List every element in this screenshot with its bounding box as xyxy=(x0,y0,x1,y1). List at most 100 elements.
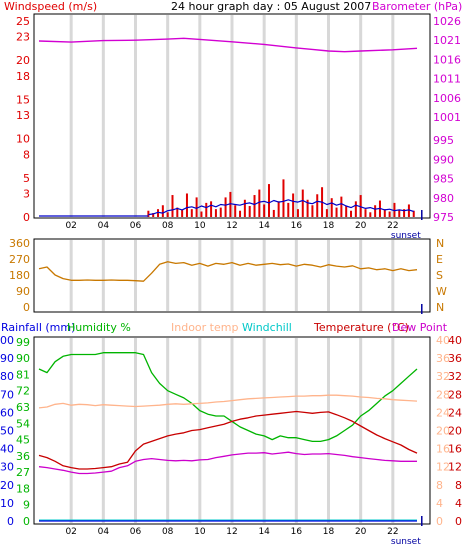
direction-tick-label: 360 xyxy=(9,237,30,250)
humidity-tick-label: 54 xyxy=(16,417,30,430)
windspeed-bar xyxy=(364,209,367,217)
windspeed-bar xyxy=(190,209,193,217)
barometer-tick-label: 995 xyxy=(433,134,454,147)
windspeed-tick-label: 23 xyxy=(16,31,30,44)
windspeed-bar xyxy=(195,197,198,217)
humidity-legend-label: Humidity % xyxy=(67,321,131,334)
windspeed-bar xyxy=(412,210,415,217)
windspeed-bar xyxy=(311,205,314,217)
indoor-temp-legend-label: Indoor temp xyxy=(171,321,238,334)
windspeed-bar xyxy=(272,209,275,217)
temperature-tick-label: 8 xyxy=(455,479,462,492)
windspeed-bar xyxy=(306,199,309,217)
windspeed-bar xyxy=(354,201,357,217)
wind-direction-line xyxy=(38,261,418,282)
windspeed-tick-label: 18 xyxy=(16,70,30,83)
compass-label: S xyxy=(436,269,443,282)
x-tick-label: 08 xyxy=(162,527,174,537)
windspeed-bar xyxy=(388,211,391,217)
humidity-tick-label: 0 xyxy=(23,515,30,528)
windspeed-tick-label: 25 xyxy=(16,15,30,28)
windspeed-bar xyxy=(161,205,164,217)
dew-point-legend-label: Dew Point xyxy=(392,321,448,334)
x-tick-label: 08 xyxy=(162,221,174,231)
barometer-tick-label: 1021 xyxy=(433,34,461,47)
humidity-tick-label: 27 xyxy=(16,466,30,479)
x-tick-label: 18 xyxy=(323,527,335,537)
x-tick-label: 02 xyxy=(65,527,76,537)
humidity-tick-label: 99 xyxy=(16,336,30,349)
windspeed-bar xyxy=(282,179,285,217)
x-tick-label: 10 xyxy=(194,527,206,537)
temperature-tick-label: 40 xyxy=(448,334,462,347)
barometer-tick-label: 990 xyxy=(433,153,454,166)
indoor-temp-line xyxy=(38,394,418,409)
x-tick-label: 14 xyxy=(258,221,270,231)
windspeed-bar xyxy=(393,202,396,217)
x-tick-label: 12 xyxy=(226,527,237,537)
indoor-temp-tick-label: 40 xyxy=(436,334,450,347)
barometer-tick-label: 1001 xyxy=(433,111,461,124)
barometer-tick-label: 985 xyxy=(433,173,454,186)
indoor-temp-tick-label: 0 xyxy=(436,515,443,528)
humidity-tick-label: 72 xyxy=(16,385,30,398)
x-tick-label: 16 xyxy=(291,221,303,231)
indoor-temp-tick-label: 8 xyxy=(436,479,443,492)
windspeed-bar xyxy=(205,202,208,217)
windspeed-bar xyxy=(258,189,261,217)
temperature-tick-label: 0 xyxy=(455,515,462,528)
windspeed-tick-label: 10 xyxy=(16,133,30,146)
windspeed-bar xyxy=(200,211,203,217)
temperature-tick-label: 16 xyxy=(448,443,462,456)
barometer-tick-label: 1011 xyxy=(433,73,461,86)
indoor-temp-tick-label: 20 xyxy=(436,425,450,438)
windspeed-bar xyxy=(253,195,256,217)
indoor-temp-tick-label: 36 xyxy=(436,352,450,365)
windspeed-bar xyxy=(157,209,160,217)
windchill-legend-label: Windchill xyxy=(242,321,292,334)
x-tick-label: 20 xyxy=(355,527,367,537)
windspeed-bar xyxy=(407,204,410,217)
barometer-tick-label: 1006 xyxy=(433,92,461,105)
barometer-tick-label: 980 xyxy=(433,192,454,205)
direction-tick-label: 270 xyxy=(9,253,30,266)
rainfall-tick-label: 10 xyxy=(0,497,14,510)
rainfall-tick-label: 90 xyxy=(0,352,14,365)
rainfall-tick-label: 80 xyxy=(0,370,14,383)
compass-label: E xyxy=(436,253,443,266)
windspeed-bar xyxy=(292,193,295,217)
windspeed-bar xyxy=(171,195,174,217)
temperature-tick-label: 28 xyxy=(448,388,462,401)
windspeed-bar xyxy=(185,193,188,217)
windspeed-tick-label: 8 xyxy=(23,148,30,161)
windspeed-bar xyxy=(166,212,169,217)
humidity-tick-label: 45 xyxy=(16,434,30,447)
windspeed-tick-label: 3 xyxy=(23,187,30,200)
rainfall-tick-label: 0 xyxy=(7,515,14,528)
windspeed-tick-label: 0 xyxy=(23,211,30,224)
temperature-tick-label: 32 xyxy=(448,370,462,383)
windspeed-tick-label: 20 xyxy=(16,54,30,67)
x-tick-label: 16 xyxy=(291,527,303,537)
barometer-tick-label: 975 xyxy=(433,211,454,224)
windspeed-bar xyxy=(181,209,184,217)
temperature-tick-label: 4 xyxy=(455,497,462,510)
windspeed-bar xyxy=(267,184,270,217)
windspeed-bar xyxy=(152,213,155,217)
windspeed-bar xyxy=(287,202,290,217)
windspeed-bar xyxy=(214,209,217,217)
rainfall-tick-label: 40 xyxy=(0,443,14,456)
windspeed-bar xyxy=(229,191,232,217)
windspeed-bar xyxy=(369,212,372,217)
x-tick-label: 06 xyxy=(130,527,142,537)
windspeed-bar xyxy=(398,209,401,217)
x-tick-label: 04 xyxy=(98,527,110,537)
windspeed-bar xyxy=(219,207,222,217)
compass-label: W xyxy=(436,285,447,298)
temperature-tick-label: 12 xyxy=(448,461,462,474)
windspeed-tick-label: 15 xyxy=(16,93,30,106)
indoor-temp-tick-label: 28 xyxy=(436,388,450,401)
rainfall-tick-label: 50 xyxy=(0,425,14,438)
barometer-tick-label: 1026 xyxy=(433,15,461,28)
compass-label: N xyxy=(436,301,444,314)
